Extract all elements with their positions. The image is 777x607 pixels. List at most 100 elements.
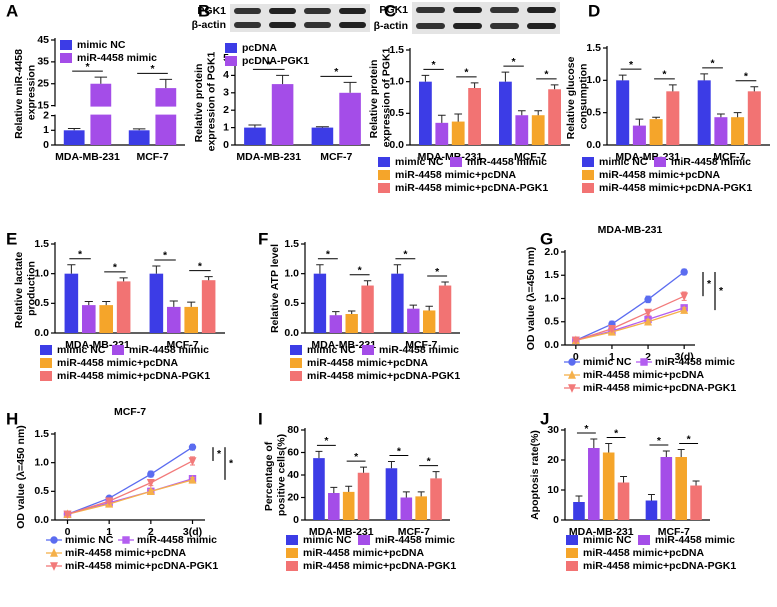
significance-label: * xyxy=(719,285,724,297)
bar xyxy=(184,306,199,333)
y-tick-label: 0 xyxy=(553,514,559,526)
bar xyxy=(573,502,585,520)
legend-swatch xyxy=(450,157,462,167)
x-tick-label: MDA-MB-231 xyxy=(55,151,120,163)
y-tick-label: 1.5 xyxy=(586,42,601,54)
error-bar xyxy=(437,114,446,123)
legend-label: pcDNA xyxy=(242,42,277,54)
legend-label: miR-4458 mimic xyxy=(129,344,209,356)
error-bar xyxy=(409,304,418,309)
panel-letter: F xyxy=(258,229,268,248)
significance-label: * xyxy=(229,457,234,469)
y-tick-label: 3 xyxy=(223,87,229,99)
data-point xyxy=(644,308,653,318)
significance-label: * xyxy=(324,435,329,447)
y-tick-label: 2.0 xyxy=(544,246,559,258)
bar xyxy=(697,80,711,145)
bar xyxy=(666,91,680,145)
legend-label: pcDNA-PGK1 xyxy=(242,55,309,67)
significance-label: * xyxy=(403,249,408,261)
series-line xyxy=(575,309,685,341)
legend-swatch xyxy=(638,535,650,545)
bar xyxy=(361,285,374,333)
y-tick-label: 40 xyxy=(287,469,299,481)
significance-label: * xyxy=(150,63,155,75)
bar xyxy=(201,280,216,333)
significance-label: * xyxy=(707,278,712,290)
error-bar xyxy=(700,73,709,81)
error-bar xyxy=(393,264,402,274)
data-point xyxy=(146,486,155,496)
legend-swatch xyxy=(378,183,390,193)
error-bar xyxy=(402,491,410,498)
legend-label: miR-4458 mimic+pcDNA-PGK1 xyxy=(57,370,210,382)
error-bar xyxy=(668,84,677,92)
significance-label: * xyxy=(334,66,339,78)
error-bar xyxy=(692,480,700,486)
blot-label: β-actin xyxy=(374,20,408,32)
legend-swatch xyxy=(40,345,52,355)
error-bar xyxy=(316,264,324,274)
legend-label: mimic NC xyxy=(307,344,356,356)
error-bar xyxy=(534,110,543,116)
error-bar xyxy=(618,74,627,81)
bar xyxy=(400,497,413,520)
series-line xyxy=(67,460,193,515)
error-bar xyxy=(102,301,111,306)
bar xyxy=(714,117,728,145)
x-tick-label: 1 xyxy=(106,526,112,538)
y-tick-label: 1.0 xyxy=(544,292,559,304)
significance-label: * xyxy=(584,423,589,435)
y-axis-label: Relative protein expression of PGK1 xyxy=(368,47,392,147)
legend-marker xyxy=(568,358,576,366)
legend-label: miR-4458 mimic xyxy=(379,344,459,356)
significance-label: * xyxy=(217,448,222,460)
y-axis-label-line: consumption xyxy=(577,64,589,130)
error-bar xyxy=(169,300,178,307)
legend-label: miR-4458 mimic+pcDNA xyxy=(599,169,721,181)
error-bar xyxy=(421,74,430,82)
y-tick-label: 1.5 xyxy=(389,44,404,56)
legend-label: mimic NC xyxy=(583,356,632,368)
bar xyxy=(649,119,663,145)
data-point xyxy=(188,457,197,466)
legend-label: miR-4458 mimic+pcDNA xyxy=(65,547,187,559)
significance-label: * xyxy=(354,451,359,463)
significance-label: * xyxy=(544,69,549,81)
data-point xyxy=(680,292,689,302)
y-tick-label: 0.5 xyxy=(34,297,49,309)
legend-swatch xyxy=(112,345,124,355)
error-bar xyxy=(152,265,161,274)
bar xyxy=(155,88,177,145)
legend-swatch xyxy=(225,43,237,53)
x-tick-label: MDA-MB-231 xyxy=(309,526,374,538)
legend-marker xyxy=(50,548,58,557)
y-axis-label-line: Relative miR-4458 xyxy=(13,46,25,139)
y-tick-label: 1.0 xyxy=(586,74,601,86)
y-axis-label: Apoptosis rate(%) xyxy=(529,430,541,520)
legend-swatch xyxy=(40,358,52,368)
legend-swatch xyxy=(566,561,578,571)
y-tick-label: 0.0 xyxy=(34,514,49,526)
y-tick-label: 1.0 xyxy=(389,75,404,87)
bar xyxy=(731,117,745,145)
blot-band xyxy=(304,22,331,28)
error-bar xyxy=(652,116,661,120)
significance-label: * xyxy=(163,250,168,262)
error-bar xyxy=(360,466,368,473)
legend-marker xyxy=(568,370,576,379)
bar xyxy=(311,127,334,145)
y-tick-label: 2 xyxy=(223,104,229,116)
y-tick-label: 15 xyxy=(37,99,49,111)
legend-label: mimic NC xyxy=(583,534,632,546)
bar xyxy=(128,130,150,145)
blot-band xyxy=(416,7,445,13)
legend-swatch xyxy=(378,170,390,180)
y-tick-label: 1.5 xyxy=(284,238,299,250)
significance-label: * xyxy=(427,455,432,467)
error-bar xyxy=(315,450,323,459)
legend-swatch xyxy=(566,535,578,545)
bar xyxy=(430,478,442,520)
bar xyxy=(345,314,358,333)
